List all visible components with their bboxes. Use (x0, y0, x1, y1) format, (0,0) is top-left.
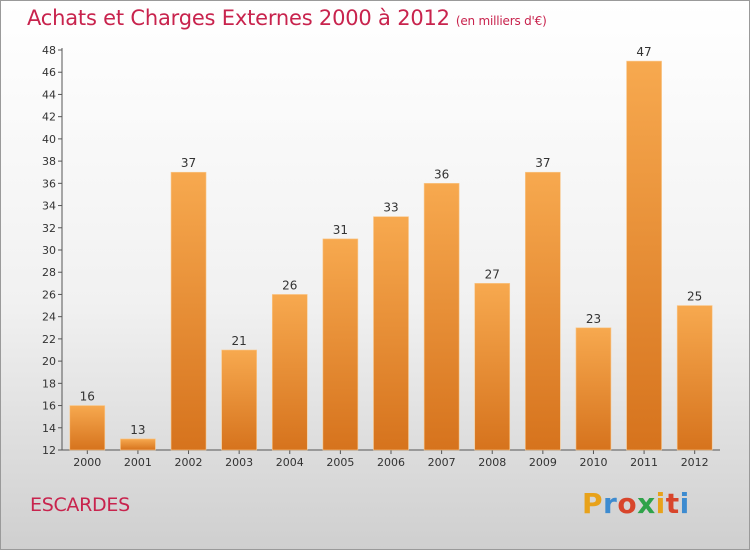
y-tick-label: 16 (42, 400, 56, 413)
x-tick-label: 2007 (428, 456, 456, 469)
y-tick-label: 20 (42, 355, 56, 368)
x-tick-label: 2001 (124, 456, 152, 469)
logo-letter: x (637, 487, 656, 520)
bar-2003 (221, 349, 257, 451)
y-tick-label: 48 (42, 44, 56, 57)
y-tick-label: 36 (42, 177, 56, 190)
bar-2002 (170, 171, 207, 451)
bar-2012 (676, 305, 713, 451)
bar-2009 (525, 171, 561, 451)
x-tick-label: 2009 (529, 456, 557, 469)
town-name: ESCARDES (30, 494, 130, 516)
logo-letter: o (617, 487, 638, 520)
y-tick-label: 14 (42, 422, 56, 435)
y-tick-label: 38 (42, 155, 56, 168)
y-tick-label: 28 (42, 266, 56, 279)
data-label-2008: 27 (485, 267, 500, 281)
title-text: Achats et Charges Externes 2000 à 2012 (27, 6, 450, 30)
logo-letter: t (665, 487, 680, 520)
bar-2005 (322, 238, 359, 451)
data-label-2005: 31 (333, 223, 348, 237)
x-tick-label: 2012 (681, 456, 709, 469)
x-tick-label: 2000 (73, 456, 101, 469)
data-label-2002: 37 (181, 156, 196, 170)
y-tick-label: 30 (42, 244, 56, 257)
x-tick-label: 2002 (175, 456, 203, 469)
y-tick-label: 34 (42, 200, 56, 213)
y-tick-label: 40 (42, 133, 56, 146)
y-tick-label: 12 (42, 444, 56, 457)
logo-letter: r (603, 487, 618, 520)
bar-2000 (69, 405, 106, 451)
data-label-2012: 25 (687, 290, 702, 304)
x-tick-label: 2006 (377, 456, 405, 469)
x-tick-label: 2003 (225, 456, 253, 469)
bar-2001 (120, 438, 156, 451)
y-tick-label: 44 (42, 88, 56, 101)
bars (69, 60, 713, 451)
data-label-2001: 13 (130, 423, 145, 437)
x-tick-label: 2010 (579, 456, 607, 469)
x-tick-label: 2004 (276, 456, 304, 469)
data-label-2006: 33 (383, 201, 398, 215)
x-tick-label: 2008 (478, 456, 506, 469)
x-tick-label: 2005 (326, 456, 354, 469)
logo-letter: i (679, 487, 690, 520)
y-tick-label: 32 (42, 222, 56, 235)
data-label-2003: 21 (232, 334, 247, 348)
title-unit: (en milliers d'€) (455, 14, 547, 28)
bar-2006 (373, 216, 409, 451)
bar-2008 (474, 283, 511, 451)
bar-2007 (423, 183, 460, 451)
y-tick-label: 42 (42, 111, 56, 124)
data-label-2004: 26 (282, 278, 297, 292)
y-tick-label: 22 (42, 333, 56, 346)
bar-2004 (271, 294, 308, 451)
bar-2010 (575, 327, 612, 451)
logo-letter: P (582, 487, 604, 520)
data-label-2009: 37 (535, 156, 550, 170)
y-tick-label: 46 (42, 66, 56, 79)
data-label-2007: 36 (434, 167, 449, 181)
y-tick-label: 18 (42, 377, 56, 390)
data-label-2000: 16 (80, 390, 95, 404)
y-tick-label: 24 (42, 311, 56, 324)
data-label-2010: 23 (586, 312, 601, 326)
logo-letter: i (655, 487, 666, 520)
y-tick-label: 26 (42, 288, 56, 301)
bar-2011 (626, 60, 662, 451)
data-label-2011: 47 (636, 45, 651, 59)
proxiti-logo: Proxiti (582, 487, 690, 520)
x-tick-label: 2011 (630, 456, 658, 469)
labels: 16 13 37 21 26 31 33 36 27 37 23 47 25 (80, 45, 703, 437)
chart-title: Achats et Charges Externes 2000 à 2012 (e… (27, 6, 547, 30)
